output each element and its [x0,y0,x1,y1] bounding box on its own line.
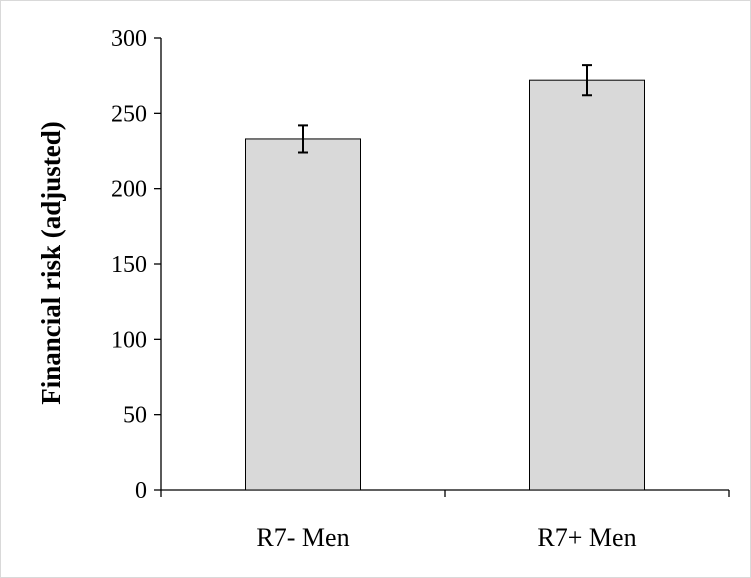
y-tick-label: 100 [111,327,147,353]
bar [529,79,645,491]
x-category-label: R7+ Men [537,523,636,552]
error-bars [298,64,592,154]
y-axis: 0 50 100 150 200 250 300 [111,26,162,504]
y-tick-label: 50 [123,403,147,429]
bars [245,79,645,491]
x-axis: R7- Men R7+ Men [160,489,730,552]
y-tick-label: 300 [111,26,147,52]
y-tick-label: 200 [111,177,147,203]
y-tick-label: 150 [111,252,147,278]
x-category-label: R7- Men [256,523,349,552]
y-tick-label: 0 [135,478,147,504]
y-axis-title: Financial risk (adjusted) [36,121,66,405]
bar [245,138,361,491]
y-tick-label: 250 [111,101,147,127]
